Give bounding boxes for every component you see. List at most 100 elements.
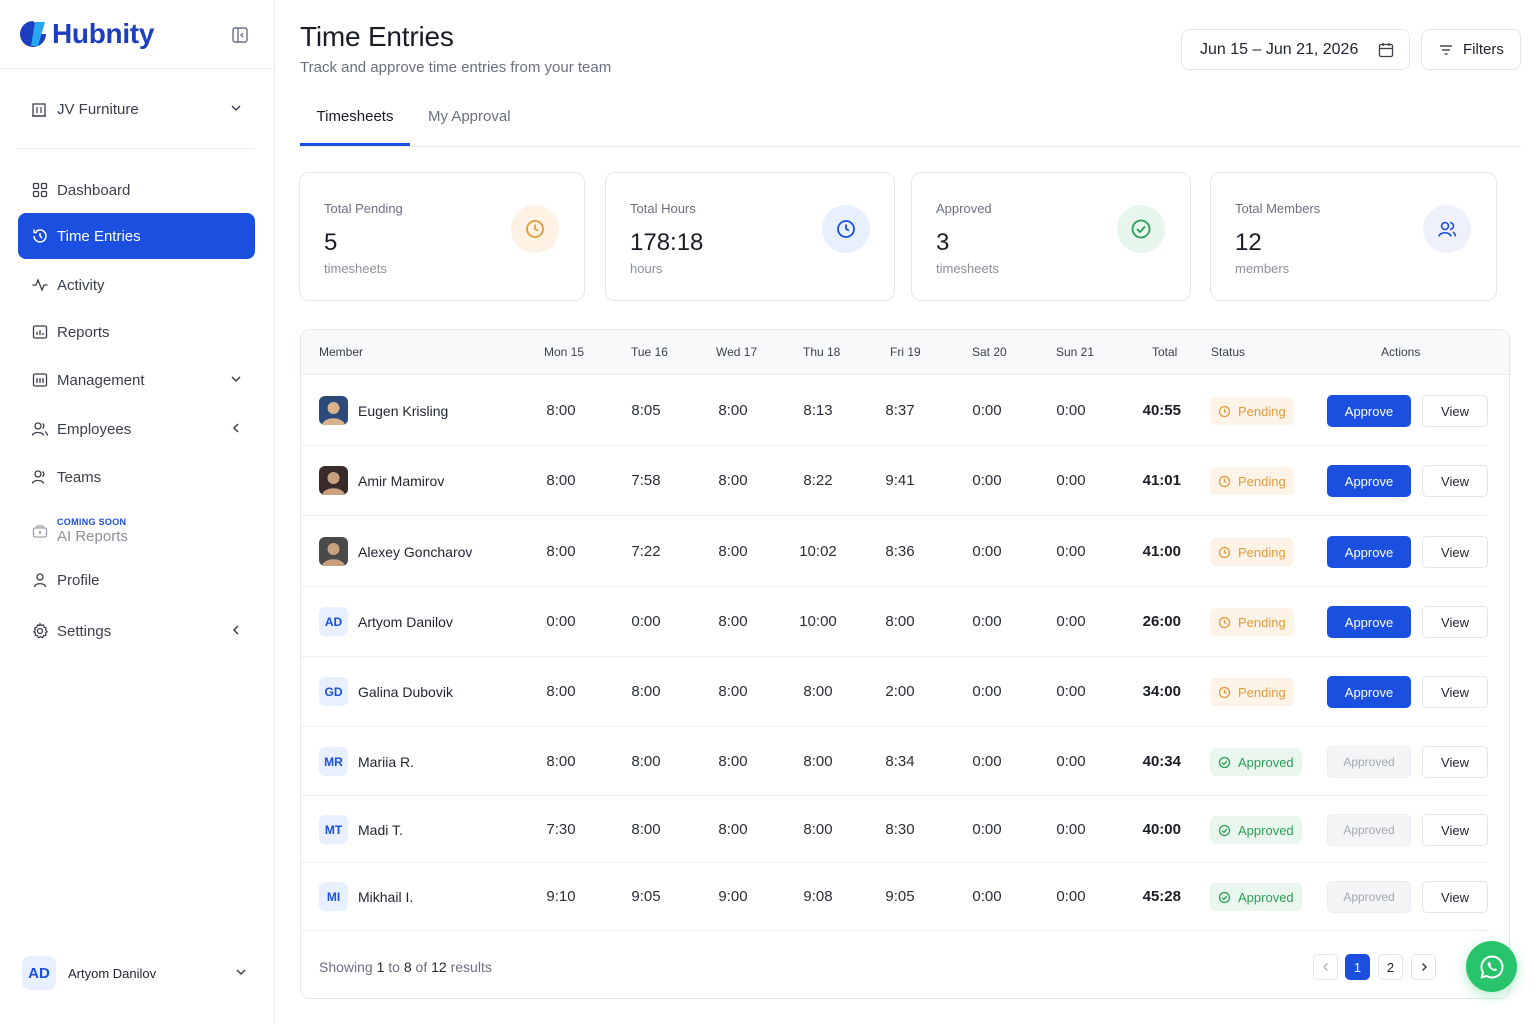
pagination-of-word: of: [415, 959, 428, 975]
total-hours-cell: 40:00: [1142, 821, 1181, 838]
day-hours-cell: 8:00: [631, 753, 661, 770]
sidebar-item-label: Dashboard: [57, 181, 131, 199]
column-header: Tue 16: [631, 345, 668, 359]
brand[interactable]: Hubnity: [0, 0, 274, 69]
day-hours-cell: 8:00: [546, 543, 576, 560]
tabs-divider: [300, 146, 1521, 147]
pagination-prev-button[interactable]: [1313, 954, 1338, 980]
view-button[interactable]: View: [1422, 606, 1488, 638]
management-icon: [32, 373, 48, 387]
sidebar-item-activity[interactable]: Activity: [18, 262, 255, 308]
view-button[interactable]: View: [1422, 881, 1488, 913]
avatar: MR: [319, 747, 348, 776]
day-hours-cell: 8:00: [546, 683, 576, 700]
stat-label: Total Members: [1235, 201, 1321, 216]
sidebar-item-dashboard[interactable]: Dashboard: [18, 167, 255, 213]
view-button[interactable]: View: [1422, 746, 1488, 778]
day-hours-cell: 0:00: [1056, 402, 1086, 419]
day-hours-cell: 0:00: [972, 402, 1002, 419]
sidebar-item-time-entries[interactable]: Time Entries: [18, 213, 255, 259]
current-user-menu[interactable]: AD Artyom Danilov: [18, 950, 258, 996]
pagination-page-2[interactable]: 2: [1378, 954, 1403, 980]
day-hours-cell: 0:00: [1056, 753, 1086, 770]
total-hours-cell: 40:55: [1142, 402, 1181, 419]
approved-button: Approved: [1327, 814, 1411, 846]
member-name: Mariia R.: [358, 753, 415, 770]
status-label: Pending: [1238, 684, 1286, 700]
day-hours-cell: 9:41: [885, 472, 915, 489]
day-hours-cell: 0:00: [1056, 472, 1086, 489]
stat-value: 12: [1235, 229, 1262, 256]
activity-icon: [32, 278, 48, 292]
day-hours-cell: 0:00: [972, 821, 1002, 838]
approve-button[interactable]: Approve: [1327, 465, 1411, 497]
column-header: Mon 15: [544, 345, 585, 359]
view-button[interactable]: View: [1422, 465, 1488, 497]
history-icon: [33, 229, 47, 243]
table-row: Amir Mamirov 8:00 7:58 8:00 8:22 9:41 0:00 0:00…: [301, 446, 1488, 516]
filters-button[interactable]: Filters: [1421, 29, 1521, 70]
sidebar-item-management[interactable]: Management: [18, 357, 255, 403]
table-row: Eugen Krisling 8:00 8:05 8:00 8:13 8:37 0:00 0:…: [301, 376, 1488, 446]
avatar: AD: [319, 607, 348, 636]
total-hours-cell: 41:01: [1142, 472, 1181, 489]
day-hours-cell: 10:02: [799, 543, 837, 560]
day-hours-cell: 0:00: [972, 543, 1002, 560]
stat-card-total-hours: Total Hours 178:18 hours: [605, 172, 895, 301]
users-icon: [1423, 205, 1471, 253]
date-range-picker[interactable]: Jun 15 – Jun 21, 2026: [1181, 29, 1410, 70]
report-icon: [32, 325, 48, 339]
sidebar-item-settings[interactable]: Settings: [18, 608, 255, 654]
sidebar-item-profile[interactable]: Profile: [18, 557, 255, 603]
day-hours-cell: 8:22: [803, 472, 833, 489]
chevron-left-icon: [232, 625, 239, 635]
sidebar-item-employees[interactable]: Employees: [18, 406, 255, 452]
tab-my-approval[interactable]: My Approval: [428, 106, 511, 146]
day-hours-cell: 8:34: [885, 753, 915, 770]
ai-box-icon: [32, 525, 48, 538]
day-hours-cell: 8:00: [718, 683, 748, 700]
check-circle-icon: [1218, 891, 1231, 903]
day-hours-cell: 8:00: [803, 821, 833, 838]
view-button[interactable]: View: [1422, 536, 1488, 568]
status-badge: Pending: [1210, 608, 1294, 636]
table-row: GD Galina Dubovik 8:00 8:00 8:00 8:00 2:00 0:00…: [301, 657, 1488, 727]
coming-soon-badge: COMING SOON: [57, 517, 127, 527]
member-cell: MT Madi T.: [319, 815, 403, 844]
sidebar-item-teams[interactable]: Teams: [18, 454, 255, 500]
member-cell: Eugen Krisling: [319, 396, 448, 425]
page-title: Time Entries: [300, 21, 454, 52]
approve-button[interactable]: Approve: [1327, 676, 1411, 708]
stat-label: Total Pending: [324, 201, 403, 216]
day-hours-cell: 8:00: [631, 821, 661, 838]
member-name: Eugen Krisling: [358, 402, 449, 419]
status-label: Approved: [1238, 889, 1294, 905]
view-button[interactable]: View: [1422, 814, 1488, 846]
approve-button[interactable]: Approve: [1327, 606, 1411, 638]
day-hours-cell: 8:00: [546, 753, 576, 770]
whatsapp-chat-button[interactable]: [1466, 941, 1517, 992]
view-button[interactable]: View: [1422, 676, 1488, 708]
chevron-down-icon: [231, 105, 241, 112]
day-hours-cell: 8:00: [718, 402, 748, 419]
tab-label: My Approval: [428, 108, 511, 125]
company-selector[interactable]: JV Furniture: [18, 86, 255, 132]
pagination-page-1[interactable]: 1: [1345, 954, 1370, 980]
date-range-label: Jun 15 – Jun 21, 2026: [1200, 40, 1359, 58]
sidebar-collapse-icon[interactable]: [231, 26, 249, 44]
day-hours-cell: 0:00: [972, 888, 1002, 905]
sidebar-item-reports[interactable]: Reports: [18, 309, 255, 355]
pagination-next-button[interactable]: [1411, 954, 1436, 980]
grid-icon: [32, 182, 48, 198]
day-hours-cell: 8:37: [885, 402, 915, 419]
chevron-left-icon: [1322, 962, 1328, 972]
table-row: MI Mikhail I. 9:10 9:05 9:00 9:08 9:05 0:00 0:00…: [301, 863, 1488, 931]
approve-button[interactable]: Approve: [1327, 395, 1411, 427]
day-hours-cell: 0:00: [1056, 543, 1086, 560]
chevron-left-icon: [232, 423, 239, 433]
approve-button[interactable]: Approve: [1327, 536, 1411, 568]
stat-label: Approved: [936, 201, 992, 216]
tab-timesheets[interactable]: Timesheets: [300, 106, 410, 146]
view-button[interactable]: View: [1422, 395, 1488, 427]
total-hours-cell: 40:34: [1142, 753, 1181, 770]
